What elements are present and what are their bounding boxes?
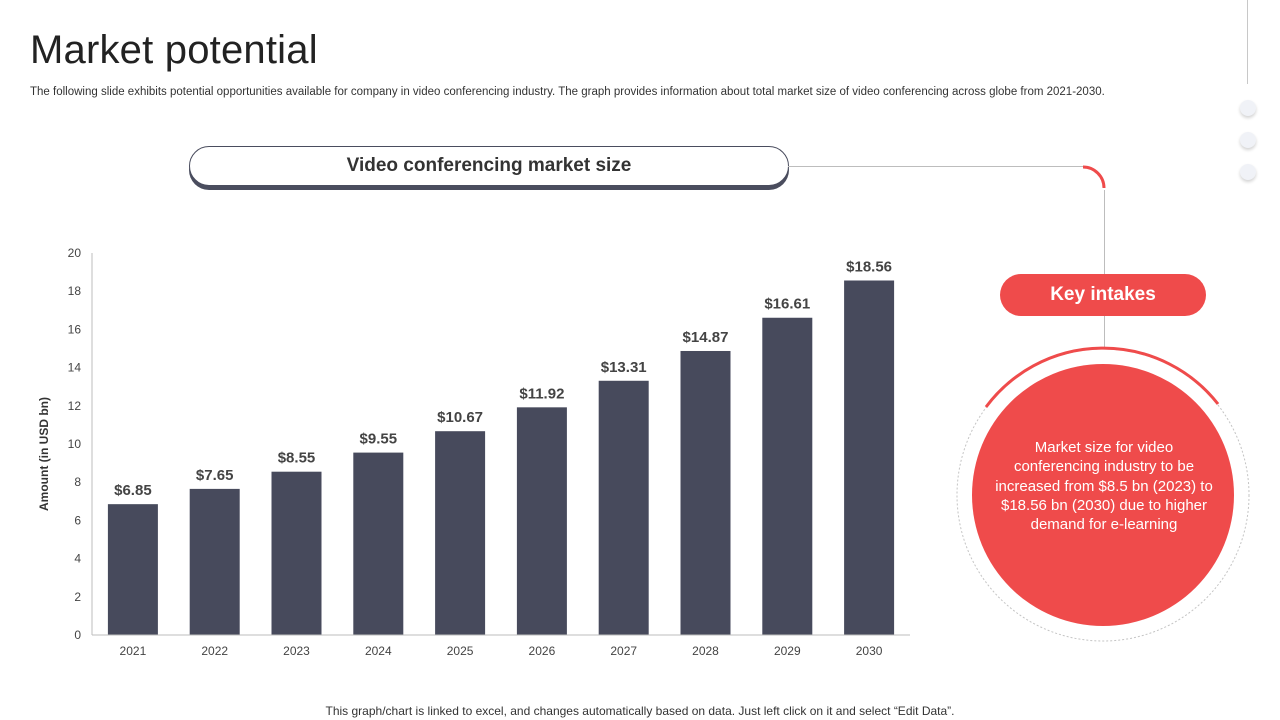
bar-2029[interactable] bbox=[762, 317, 813, 635]
y-tick-label: 6 bbox=[74, 513, 81, 527]
bar-2025[interactable] bbox=[435, 431, 486, 635]
nav-dot-2[interactable] bbox=[1240, 132, 1256, 148]
x-tick-label: 2023 bbox=[283, 644, 310, 658]
x-tick-label: 2024 bbox=[365, 644, 392, 658]
data-label-2026: $11.92 bbox=[519, 385, 564, 402]
x-tick-label: 2029 bbox=[774, 644, 801, 658]
connector-vertical-bottom bbox=[1104, 316, 1105, 348]
data-label-2022: $7.65 bbox=[196, 467, 234, 484]
bar-2028[interactable] bbox=[680, 350, 731, 635]
data-label-2021: $6.85 bbox=[114, 482, 152, 499]
key-intakes-text: Market size for video conferencing indus… bbox=[995, 439, 1213, 534]
x-tick-label: 2021 bbox=[120, 644, 147, 658]
bar-2022[interactable] bbox=[189, 488, 240, 635]
page-title: Market potential bbox=[30, 28, 318, 72]
y-axis-label: Amount (in USD bn) bbox=[37, 397, 51, 511]
x-tick-label: 2028 bbox=[692, 644, 719, 658]
data-label-2025: $10.67 bbox=[437, 409, 483, 426]
x-tick-label: 2025 bbox=[447, 644, 474, 658]
decorative-line bbox=[1247, 0, 1248, 84]
connector-vertical-top bbox=[1104, 190, 1105, 274]
y-axis-ticks: 0 2 4 6 8 10 12 14 16 18 20 bbox=[68, 246, 82, 642]
y-tick-label: 14 bbox=[68, 361, 82, 375]
key-intakes-label: Key intakes bbox=[1050, 284, 1156, 305]
bar-2030[interactable] bbox=[844, 280, 895, 635]
x-tick-label: 2030 bbox=[856, 644, 883, 658]
y-tick-label: 20 bbox=[68, 246, 82, 260]
data-label-2030: $18.56 bbox=[846, 259, 892, 276]
data-label-2023: $8.55 bbox=[278, 450, 316, 467]
y-tick-label: 10 bbox=[68, 437, 82, 451]
bar-2024[interactable] bbox=[353, 452, 404, 635]
key-intakes-pill: Key intakes bbox=[1000, 274, 1206, 316]
data-label-2027: $13.31 bbox=[601, 359, 647, 376]
bar-2021[interactable] bbox=[107, 504, 158, 635]
data-label-2029: $16.61 bbox=[764, 296, 810, 313]
bar-2026[interactable] bbox=[516, 407, 567, 635]
x-tick-label: 2026 bbox=[529, 644, 556, 658]
y-tick-label: 2 bbox=[74, 590, 81, 604]
data-label-2024: $9.55 bbox=[360, 431, 398, 448]
x-tick-label: 2022 bbox=[201, 644, 228, 658]
y-tick-label: 8 bbox=[74, 475, 81, 489]
bars: $6.85 $7.65 $8.55 $9.55 $10.67 $11.92 $13.31 $1… bbox=[107, 259, 895, 635]
y-tick-label: 12 bbox=[68, 399, 82, 413]
x-tick-label: 2027 bbox=[610, 644, 637, 658]
chart-header-label: Video conferencing market size bbox=[346, 155, 632, 176]
data-label-2028: $14.87 bbox=[683, 329, 729, 346]
bar-2027[interactable] bbox=[598, 380, 649, 635]
bar-2023[interactable] bbox=[271, 471, 322, 635]
page-subtitle: The following slide exhibits potential o… bbox=[30, 86, 1105, 98]
y-tick-label: 4 bbox=[74, 552, 81, 566]
nav-dot-3[interactable] bbox=[1240, 164, 1256, 180]
connector-horizontal bbox=[788, 166, 1085, 167]
y-tick-label: 18 bbox=[68, 284, 82, 298]
chart-header: Video conferencing market size bbox=[189, 146, 789, 186]
y-tick-label: 0 bbox=[74, 628, 81, 642]
footnote: This graph/chart is linked to excel, and… bbox=[325, 704, 955, 718]
y-tick-label: 16 bbox=[68, 322, 82, 336]
nav-dot-1[interactable] bbox=[1240, 100, 1256, 116]
x-axis-ticks: 2021 2022 2023 2024 2025 2026 2027 2028 2029 2030 bbox=[120, 644, 883, 658]
